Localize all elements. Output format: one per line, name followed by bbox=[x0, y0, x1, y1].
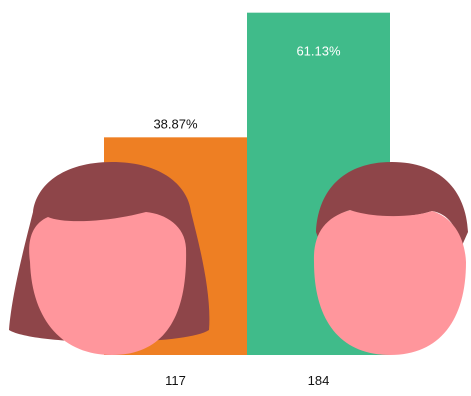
male-avatar-icon bbox=[313, 162, 468, 355]
value-label-layer: 38.87% 61.13% bbox=[153, 44, 341, 132]
count-label-female: 117 bbox=[165, 373, 186, 388]
value-label-female: 38.87% bbox=[153, 116, 198, 131]
female-avatar-icon bbox=[9, 162, 210, 355]
count-label-layer: 117 184 bbox=[165, 373, 329, 388]
count-label-male: 184 bbox=[308, 373, 330, 388]
value-label-male: 61.13% bbox=[296, 44, 341, 59]
